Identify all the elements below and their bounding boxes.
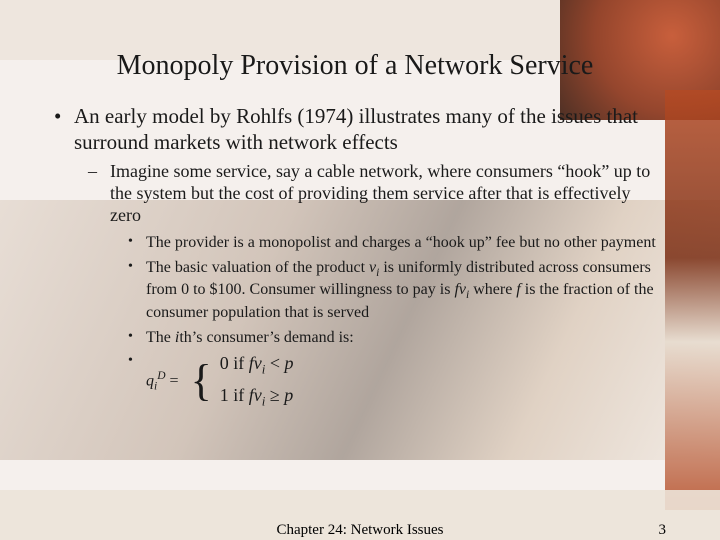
case-1: 1 if fvi ≥ p [220, 384, 294, 410]
var-v4: v [254, 385, 262, 405]
eq-lhs: qiD = [146, 369, 179, 394]
cases: 0 if fvi < p 1 if fvi ≥ p [220, 352, 294, 409]
demand-equation: qiD = { 0 if fvi < p 1 if fvi ≥ p [146, 352, 660, 409]
case1b: ≥ [265, 385, 284, 405]
pt2c: where [469, 281, 516, 298]
brace-icon: { [191, 361, 212, 401]
slide-title: Monopoly Provision of a Network Service [50, 50, 660, 82]
case0b: < [265, 353, 284, 373]
bullet-list: An early model by Rohlfs (1974) illustra… [50, 104, 660, 410]
var-v2: v [459, 281, 466, 298]
case1a: 1 if [220, 385, 249, 405]
slide-content: Monopoly Provision of a Network Service … [0, 0, 720, 540]
sub-i3: i [154, 380, 157, 392]
pt2a: The basic valuation of the product [146, 259, 369, 276]
eq-equals: = [166, 372, 179, 389]
sub-bullet-1-text: Imagine some service, say a cable networ… [110, 161, 650, 225]
pt3a: The [146, 329, 175, 346]
var-p: p [284, 353, 293, 373]
point-3: The ith’s consumer’s demand is: [146, 328, 660, 348]
bullet-1: An early model by Rohlfs (1974) illustra… [74, 104, 660, 410]
bullet-1-text: An early model by Rohlfs (1974) illustra… [74, 104, 638, 154]
case-0: 0 if fvi < p [220, 352, 294, 378]
var-p2: p [284, 385, 293, 405]
var-v3: v [254, 353, 262, 373]
point-2: The basic valuation of the product vi is… [146, 258, 660, 323]
pt3b: th’s consumer’s demand is: [179, 329, 353, 346]
case0a: 0 if [220, 353, 249, 373]
sup-D: D [157, 370, 165, 382]
sub-bullet-1: Imagine some service, say a cable networ… [110, 161, 660, 410]
var-q: q [146, 372, 154, 389]
point-1: The provider is a monopolist and charges… [146, 233, 660, 253]
